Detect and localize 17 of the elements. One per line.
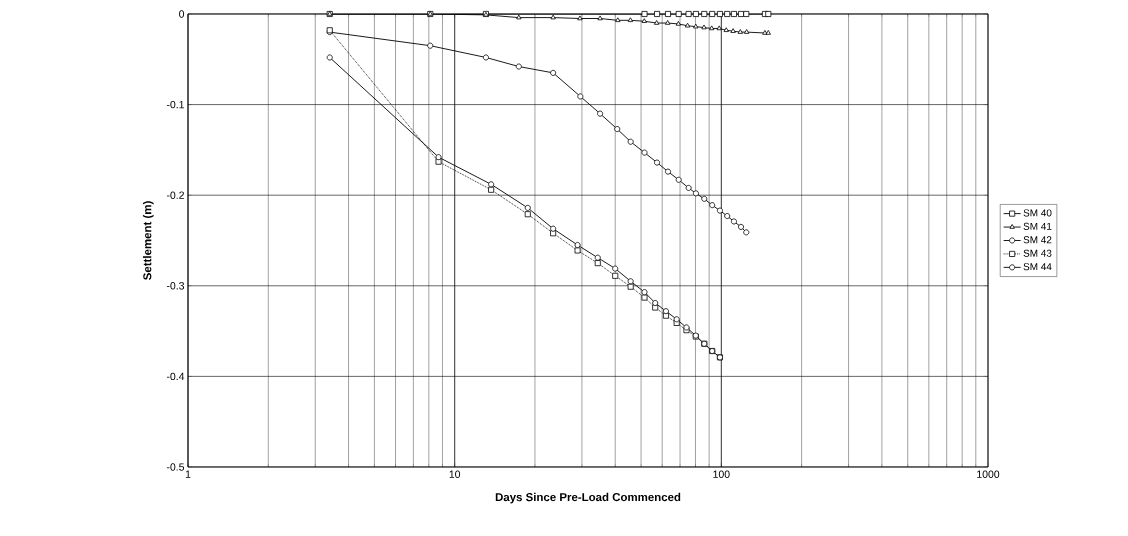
legend-label: SM 43: [1023, 249, 1052, 257]
x-tick-label: 10: [449, 470, 461, 478]
y-tick-label: -0.3: [166, 282, 185, 290]
y-tick-label: -0.1: [166, 100, 184, 109]
x-tick-label: 1: [185, 470, 191, 478]
x-tick-label: 100: [713, 470, 730, 478]
y-tick-label: 0: [179, 10, 185, 18]
x-tick-label: 1000: [977, 470, 1000, 478]
legend-label: SM 42: [1023, 236, 1052, 244]
y-tick-label: -0.2: [166, 191, 184, 199]
y-tick-label: -0.4: [166, 372, 185, 381]
legend-label: SM 40: [1023, 209, 1052, 217]
legend-label: SM 44: [1023, 263, 1052, 271]
y-axis-title: Settlement (m): [142, 201, 154, 280]
y-tick-label: -0.5: [166, 463, 185, 471]
legend-label: SM 41: [1023, 222, 1052, 230]
x-axis-title: Days Since Pre-Load Commenced: [495, 492, 681, 504]
